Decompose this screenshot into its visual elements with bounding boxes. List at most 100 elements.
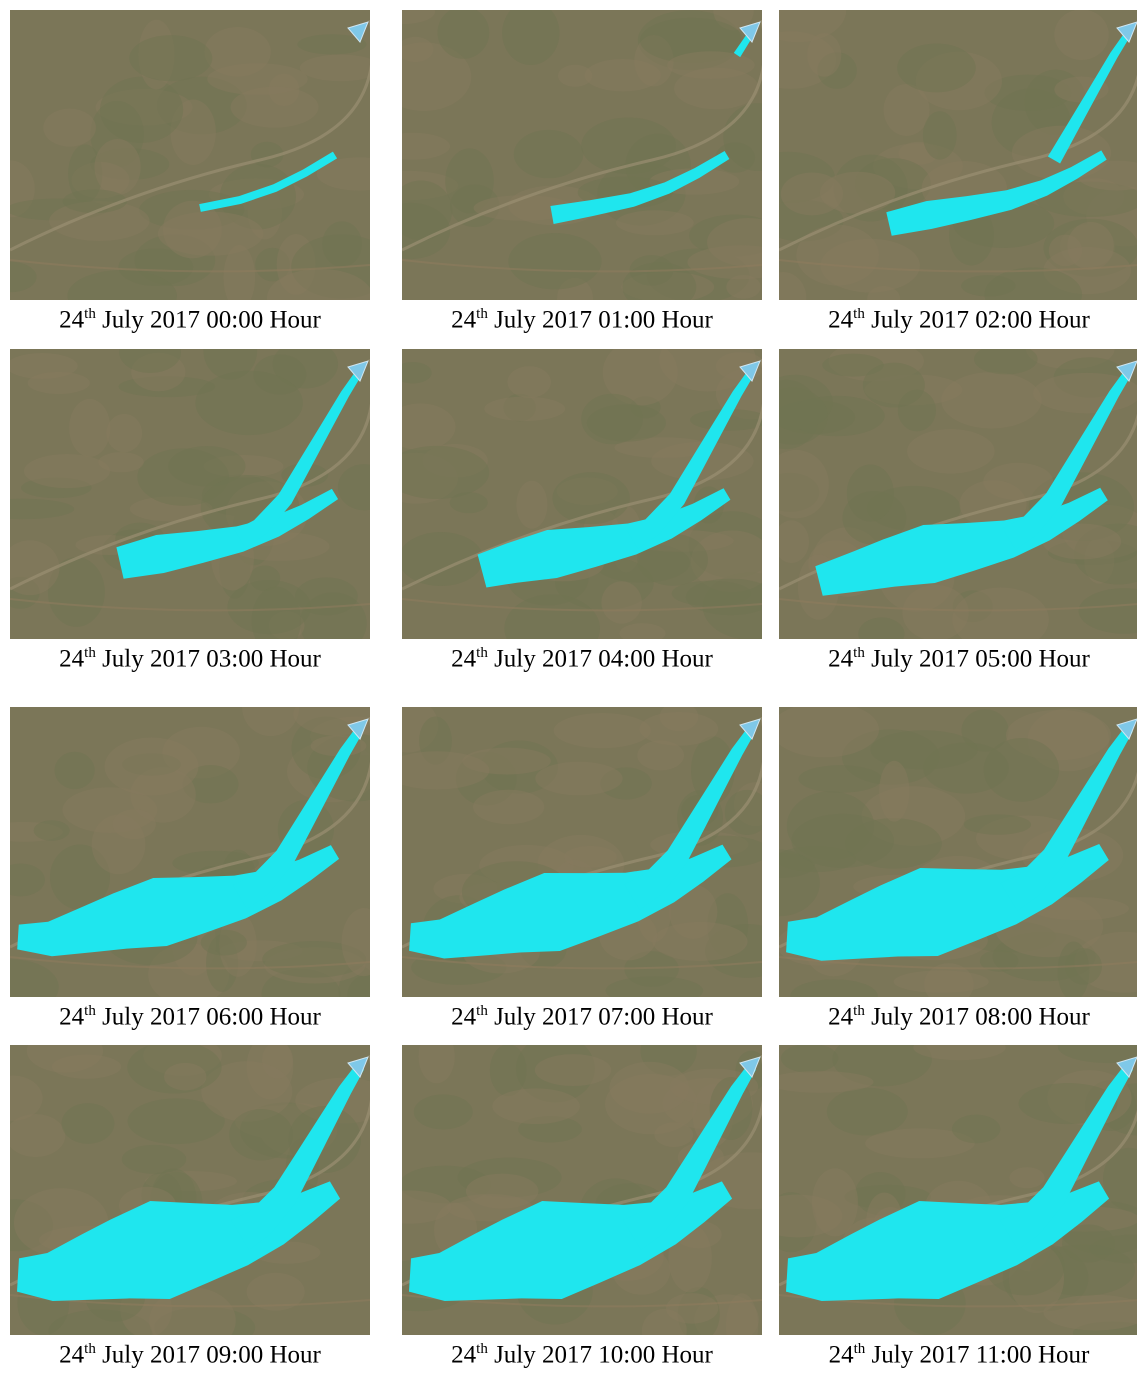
caption-rest: July 2017 08:00 Hour bbox=[871, 1003, 1090, 1030]
caption-day: 24 bbox=[59, 306, 84, 333]
terrain-patch bbox=[112, 809, 156, 839]
map bbox=[779, 707, 1137, 997]
terrain-patch bbox=[535, 1054, 612, 1086]
caption-rest: July 2017 02:00 Hour bbox=[871, 306, 1090, 333]
terrain-patch bbox=[507, 366, 551, 398]
caption-suffix: th bbox=[84, 645, 96, 661]
caption-suffix: th bbox=[853, 306, 865, 322]
caption-rest: July 2017 10:00 Hour bbox=[494, 1341, 713, 1368]
terrain-patch bbox=[581, 394, 643, 445]
terrain-patch bbox=[781, 1045, 838, 1073]
terrain-patch bbox=[952, 1115, 1000, 1144]
map bbox=[10, 707, 370, 997]
terrain-patch bbox=[516, 481, 547, 529]
caption: 24th July 2017 10:00 Hour bbox=[402, 1341, 762, 1369]
caption: 24th July 2017 00:00 Hour bbox=[10, 306, 370, 334]
caption-day: 24 bbox=[828, 1003, 853, 1030]
terrain-patch bbox=[941, 372, 1042, 428]
map-panel: 24th July 2017 04:00 Hour bbox=[402, 349, 762, 673]
map-panel: 24th July 2017 03:00 Hour bbox=[10, 349, 370, 673]
terrain-patch bbox=[402, 532, 483, 586]
caption-day: 24 bbox=[59, 1341, 84, 1368]
caption: 24th July 2017 05:00 Hour bbox=[779, 645, 1137, 673]
caption: 24th July 2017 11:00 Hour bbox=[779, 1341, 1137, 1369]
terrain-patch bbox=[601, 581, 642, 624]
map bbox=[402, 1045, 762, 1335]
caption: 24th July 2017 04:00 Hour bbox=[402, 645, 762, 673]
terrain-patch bbox=[55, 752, 95, 789]
terrain-patch bbox=[807, 33, 841, 77]
terrain-patch bbox=[616, 210, 694, 235]
terrain-patch bbox=[492, 1088, 580, 1124]
caption-day: 24 bbox=[451, 1003, 476, 1030]
caption-day: 24 bbox=[451, 306, 476, 333]
caption: 24th July 2017 07:00 Hour bbox=[402, 1003, 762, 1031]
caption-rest: July 2017 11:00 Hour bbox=[872, 1341, 1090, 1368]
map bbox=[402, 10, 762, 300]
terrain-patch bbox=[667, 51, 755, 79]
caption: 24th July 2017 01:00 Hour bbox=[402, 306, 762, 334]
terrain-patch bbox=[104, 737, 198, 795]
caption-suffix: th bbox=[476, 306, 488, 322]
terrain-patch bbox=[847, 464, 894, 521]
terrain-patch bbox=[69, 399, 110, 457]
map-panel: 24th July 2017 05:00 Hour bbox=[779, 349, 1137, 673]
terrain-patch bbox=[473, 790, 544, 825]
terrain-patch bbox=[923, 111, 957, 159]
terrain-patch bbox=[129, 35, 212, 81]
map-panel: 24th July 2017 11:00 Hour bbox=[779, 1045, 1137, 1369]
map bbox=[779, 1045, 1137, 1335]
caption-day: 24 bbox=[59, 645, 84, 672]
caption-rest: July 2017 07:00 Hour bbox=[494, 1003, 713, 1030]
caption-suffix: th bbox=[853, 1003, 865, 1019]
terrain-patch bbox=[484, 397, 565, 422]
caption-rest: July 2017 04:00 Hour bbox=[494, 645, 713, 672]
terrain-patch bbox=[28, 372, 90, 394]
caption-suffix: th bbox=[476, 1341, 488, 1357]
caption-rest: July 2017 09:00 Hour bbox=[102, 1341, 321, 1368]
map-panel: 24th July 2017 08:00 Hour bbox=[779, 707, 1137, 1031]
terrain-patch bbox=[907, 429, 995, 473]
caption-day: 24 bbox=[829, 1341, 854, 1368]
caption: 24th July 2017 06:00 Hour bbox=[10, 1003, 370, 1031]
terrain-patch bbox=[63, 189, 127, 213]
caption: 24th July 2017 09:00 Hour bbox=[10, 1341, 370, 1369]
caption-rest: July 2017 01:00 Hour bbox=[494, 306, 713, 333]
terrain-patch bbox=[984, 738, 1059, 802]
map bbox=[402, 349, 762, 639]
map-panel: 24th July 2017 10:00 Hour bbox=[402, 1045, 762, 1369]
terrain-patch bbox=[897, 43, 976, 92]
terrain-patch bbox=[466, 1174, 538, 1209]
terrain-patch bbox=[100, 77, 183, 143]
terrain-patch bbox=[106, 414, 142, 452]
terrain-patch bbox=[164, 1063, 206, 1091]
map bbox=[10, 349, 370, 639]
caption-suffix: th bbox=[853, 645, 865, 661]
map bbox=[779, 10, 1137, 300]
caption-day: 24 bbox=[828, 306, 853, 333]
map bbox=[10, 1045, 370, 1335]
terrain-patch bbox=[94, 139, 140, 195]
terrain-patch bbox=[34, 820, 70, 840]
caption-day: 24 bbox=[451, 645, 476, 672]
terrain-patch bbox=[229, 1109, 293, 1161]
caption-rest: July 2017 00:00 Hour bbox=[102, 306, 321, 333]
terrain-patch bbox=[195, 371, 303, 435]
caption-rest: July 2017 05:00 Hour bbox=[871, 645, 1090, 672]
caption-suffix: th bbox=[84, 306, 96, 322]
terrain-patch bbox=[98, 452, 144, 472]
terrain-patch bbox=[508, 233, 601, 289]
terrain-patch bbox=[231, 87, 319, 128]
terrain-patch bbox=[490, 1045, 527, 1096]
terrain-patch bbox=[898, 390, 936, 432]
terrain-patch bbox=[564, 846, 617, 868]
terrain-patch bbox=[43, 109, 96, 147]
terrain-patch bbox=[558, 65, 592, 87]
terrain-patch bbox=[796, 225, 879, 286]
map bbox=[402, 707, 762, 997]
terrain-patch bbox=[964, 814, 1031, 834]
terrain-patch bbox=[1054, 10, 1108, 60]
terrain-patch bbox=[812, 1168, 858, 1236]
caption-rest: July 2017 06:00 Hour bbox=[102, 1003, 321, 1030]
caption-suffix: th bbox=[84, 1003, 96, 1019]
